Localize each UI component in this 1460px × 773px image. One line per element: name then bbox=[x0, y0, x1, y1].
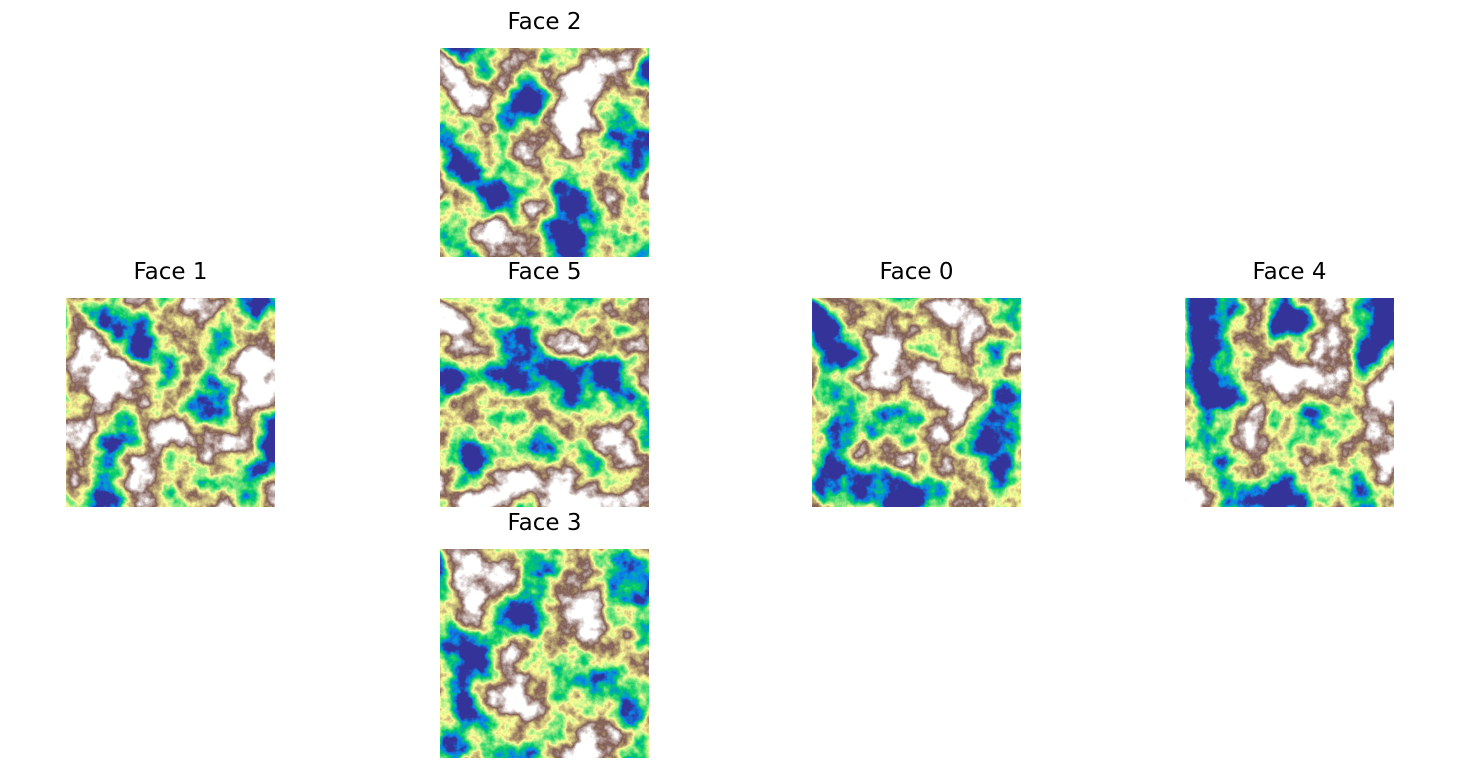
face-0-title: Face 0 bbox=[879, 259, 954, 285]
face-1-terrain-image bbox=[66, 298, 275, 507]
face-4-title: Face 4 bbox=[1252, 259, 1327, 285]
face-5-terrain-image bbox=[440, 298, 649, 507]
face-2-title: Face 2 bbox=[507, 9, 582, 35]
face-5-title: Face 5 bbox=[507, 259, 582, 285]
terrain-heightmap bbox=[66, 298, 275, 507]
terrain-heightmap bbox=[812, 298, 1021, 507]
terrain-heightmap bbox=[440, 298, 649, 507]
face-3-title: Face 3 bbox=[507, 510, 582, 536]
terrain-heightmap bbox=[440, 549, 649, 758]
face-3-terrain-image bbox=[440, 549, 649, 758]
face-4-terrain-image bbox=[1185, 298, 1394, 507]
terrain-heightmap bbox=[1185, 298, 1394, 507]
face-0-terrain-image bbox=[812, 298, 1021, 507]
terrain-heightmap bbox=[440, 48, 649, 257]
face-1-title: Face 1 bbox=[133, 259, 208, 285]
face-2-terrain-image bbox=[440, 48, 649, 257]
